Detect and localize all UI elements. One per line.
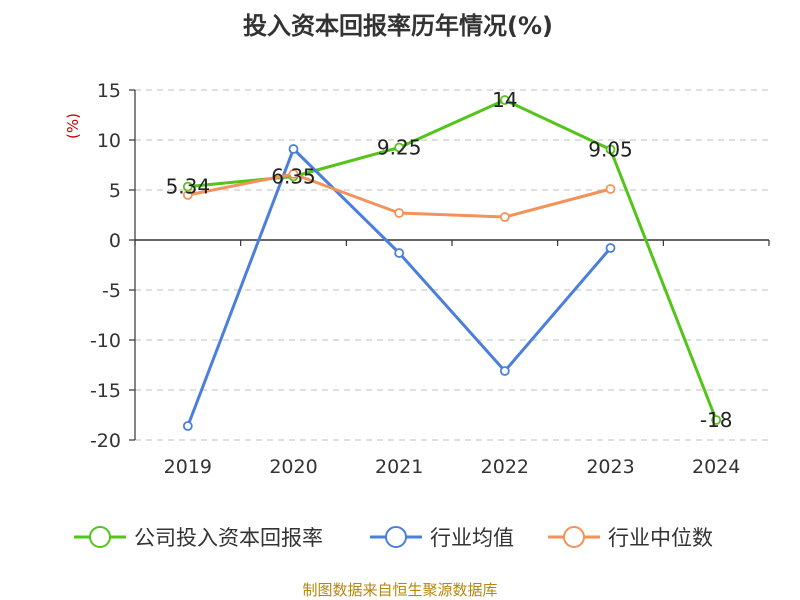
y-tick-label: -5 (102, 280, 121, 302)
data-labels: 5.34 6.35 9.25 14 9.05 -18 (166, 88, 733, 432)
data-point-1[interactable] (288, 144, 299, 154)
data-point-0[interactable] (711, 415, 722, 425)
data-point-0[interactable] (605, 144, 616, 155)
axes: 15 10 5 0 -5 -10 -15 -20 2019 2020 2021 2022 2023 202… (90, 80, 770, 478)
x-tick-label: 2023 (586, 456, 634, 478)
data-point-1[interactable] (499, 366, 510, 376)
data-point-0[interactable] (499, 95, 510, 105)
x-tick-label: 2022 (481, 456, 529, 478)
x-tick-label: 2024 (692, 456, 740, 478)
data-point-2[interactable] (182, 190, 193, 200)
legend-marker (89, 526, 111, 548)
data-label: 14 (492, 88, 517, 112)
legend-item-label[interactable]: 公司投入资本回报率 (134, 526, 323, 550)
data-label: -18 (700, 408, 733, 432)
grid-lines (135, 89, 769, 441)
data-point-0[interactable] (394, 142, 405, 153)
data-point-2[interactable] (499, 212, 510, 222)
data-point-2[interactable] (605, 184, 616, 194)
data-point-1[interactable] (605, 243, 616, 253)
y-tick-label: -10 (90, 330, 121, 352)
legend-item-label[interactable]: 行业中位数 (608, 526, 713, 550)
data-label: 5.34 (166, 175, 211, 199)
legend-marker (385, 526, 407, 548)
data-point-1[interactable] (394, 248, 405, 258)
source-note: 制图数据来自恒生聚源数据库 (302, 581, 497, 599)
chart-title: 投入资本回报率历年情况(%) (243, 12, 553, 40)
x-tick-label: 2019 (164, 456, 212, 478)
series-line-0 (187, 98, 718, 421)
data-point-1[interactable] (182, 421, 193, 431)
legend[interactable]: 公司投入资本回报率 行业均值 行业中位数 (74, 526, 713, 550)
y-tick-label: -20 (90, 430, 121, 452)
x-tick-label: 2021 (375, 456, 423, 478)
legend-marker (563, 526, 585, 548)
y-axis-label: (%) (64, 113, 82, 139)
y-tick-label: -15 (90, 380, 121, 402)
y-tick-label: 5 (109, 180, 121, 202)
data-point-2[interactable] (394, 208, 405, 218)
legend-item-label[interactable]: 行业均值 (430, 526, 514, 550)
data-label: 6.35 (271, 165, 316, 189)
y-tick-label: 10 (97, 130, 121, 152)
data-label: 9.25 (377, 136, 422, 160)
y-tick-label: 15 (97, 80, 121, 102)
data-label: 9.05 (588, 138, 633, 162)
y-tick-label: 0 (109, 230, 121, 252)
x-tick-label: 2020 (269, 456, 317, 478)
series-lines (182, 95, 722, 431)
data-point-2[interactable] (288, 169, 299, 179)
